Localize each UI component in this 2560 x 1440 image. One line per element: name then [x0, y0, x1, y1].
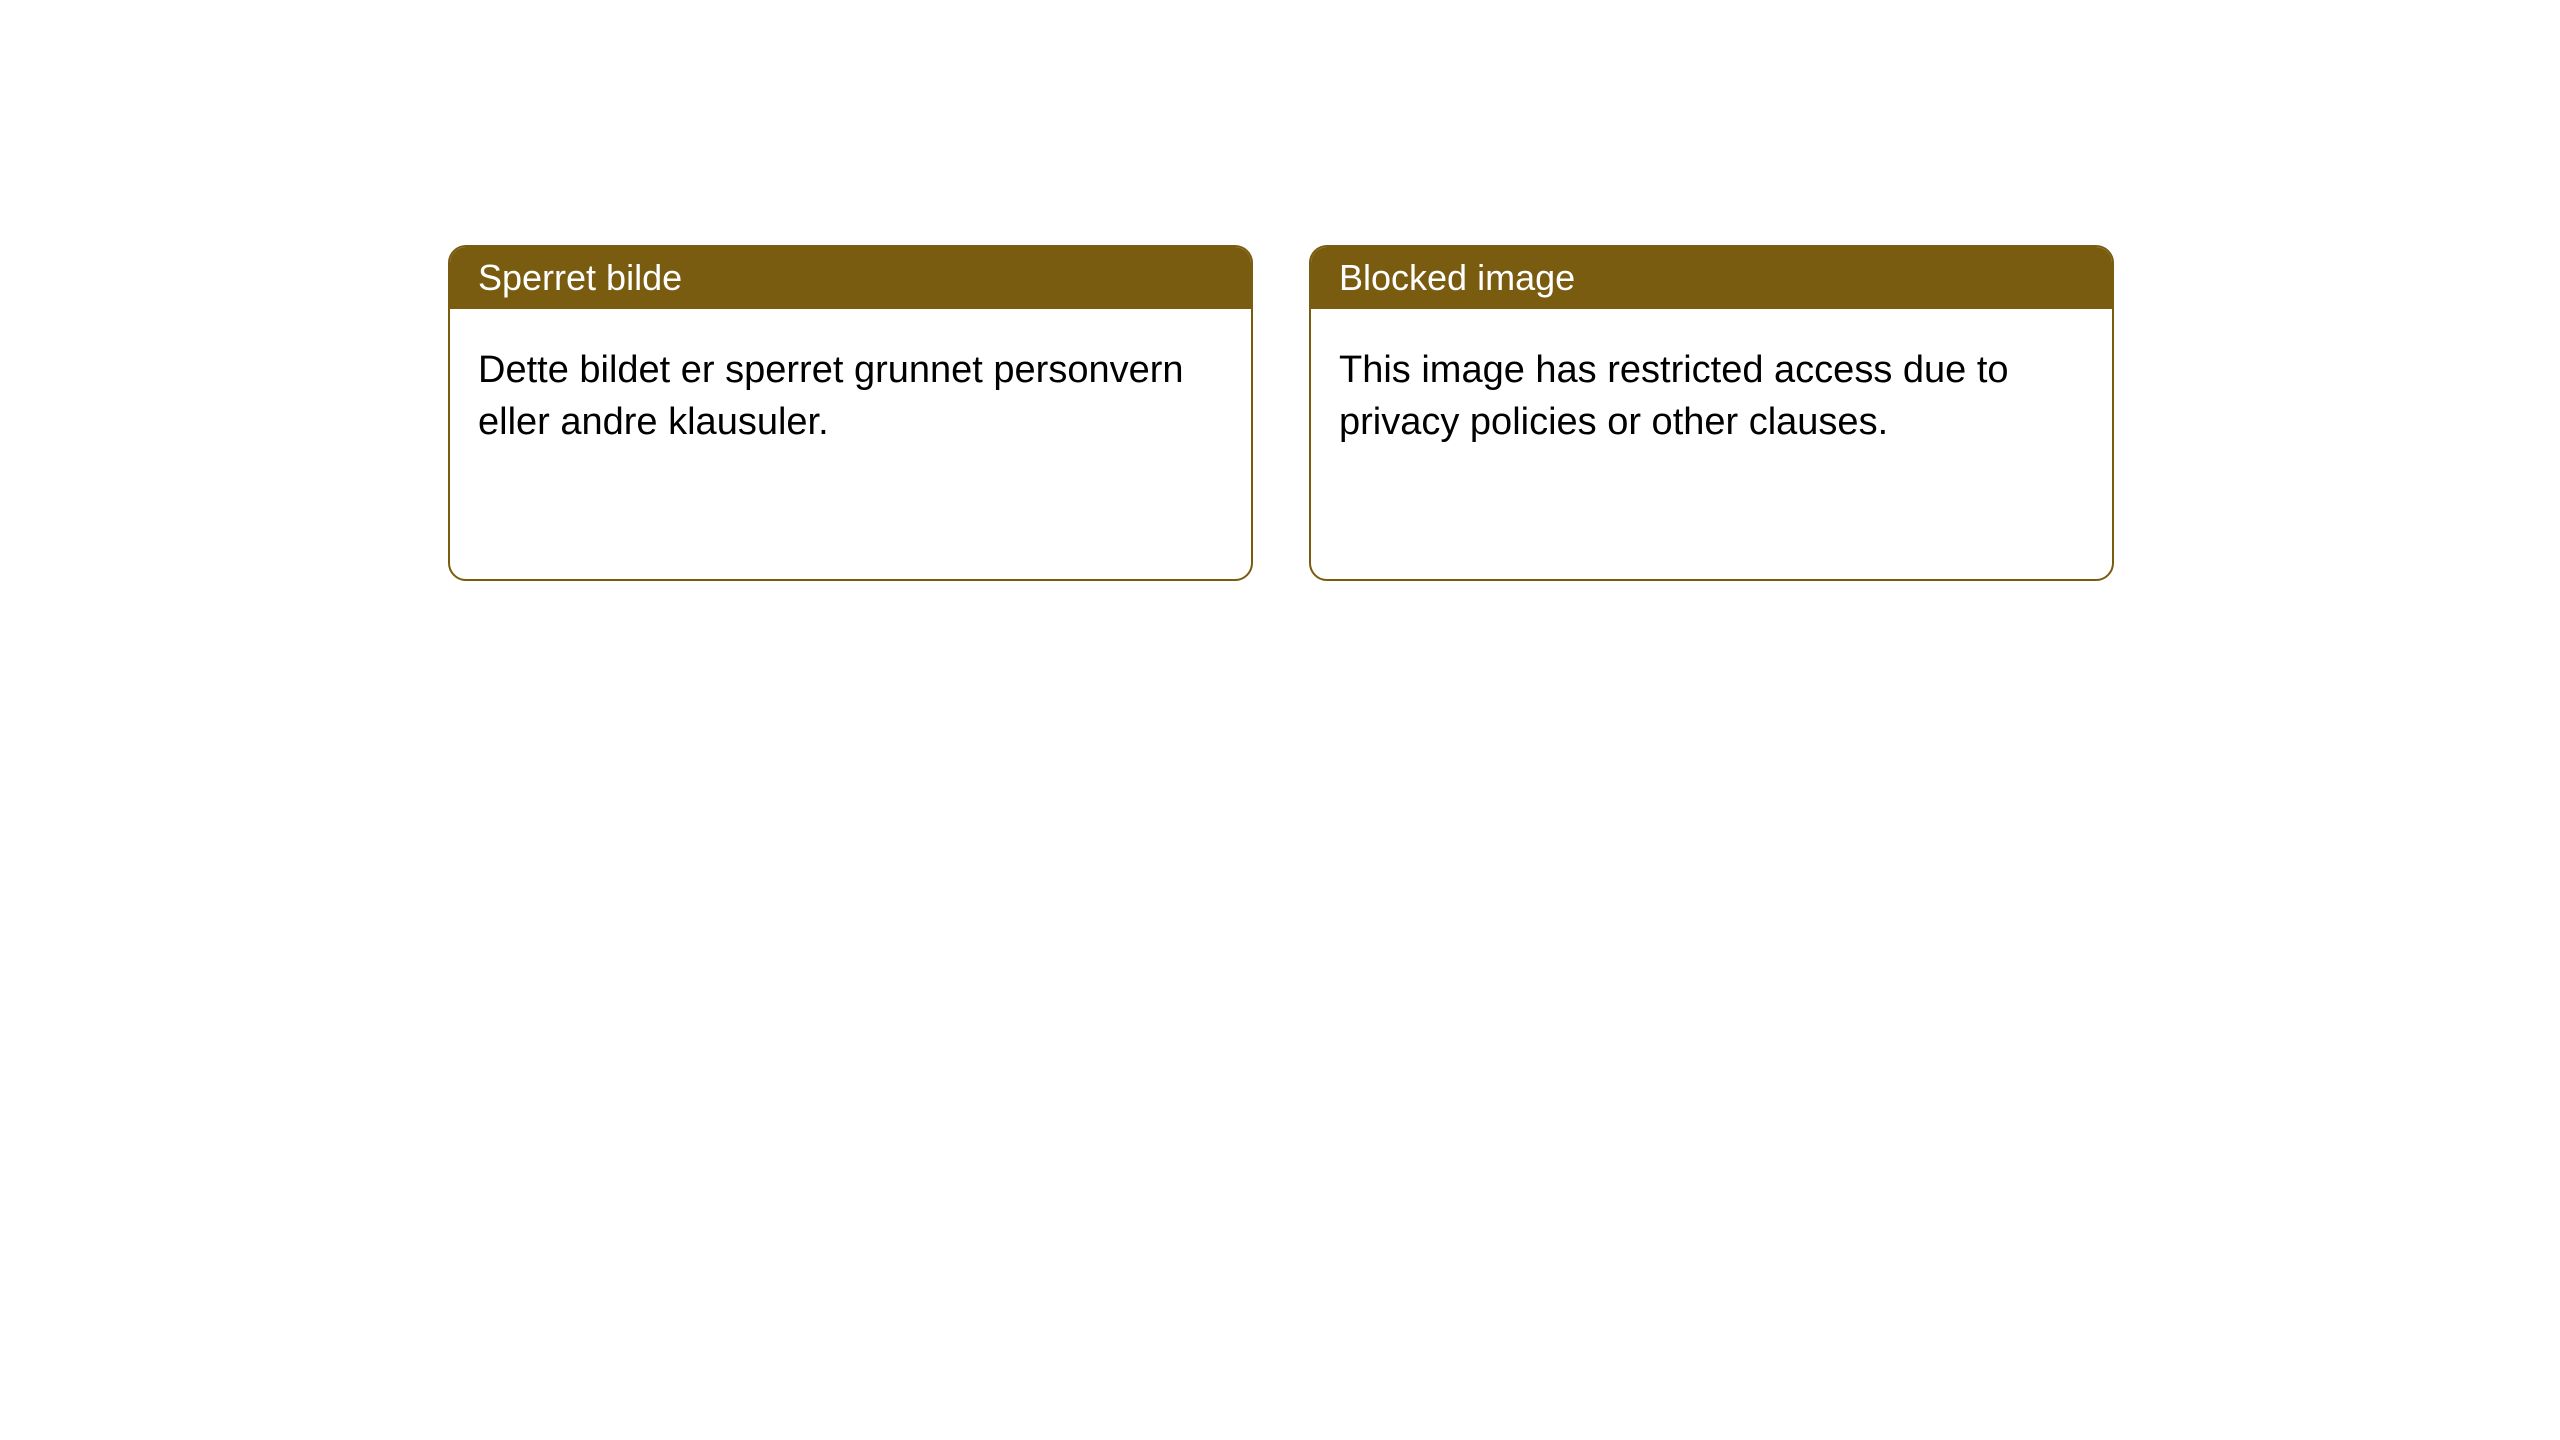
card-body-text: Dette bildet er sperret grunnet personve… — [478, 349, 1184, 443]
card-body-text: This image has restricted access due to … — [1339, 349, 2009, 443]
card-title: Blocked image — [1339, 257, 1575, 298]
card-header: Sperret bilde — [450, 247, 1251, 309]
card-body: This image has restricted access due to … — [1311, 309, 2112, 579]
card-body: Dette bildet er sperret grunnet personve… — [450, 309, 1251, 579]
card-title: Sperret bilde — [478, 257, 682, 298]
notice-card-norwegian: Sperret bilde Dette bildet er sperret gr… — [448, 245, 1253, 581]
notice-card-english: Blocked image This image has restricted … — [1309, 245, 2114, 581]
notice-cards-container: Sperret bilde Dette bildet er sperret gr… — [448, 245, 2114, 581]
card-header: Blocked image — [1311, 247, 2112, 309]
